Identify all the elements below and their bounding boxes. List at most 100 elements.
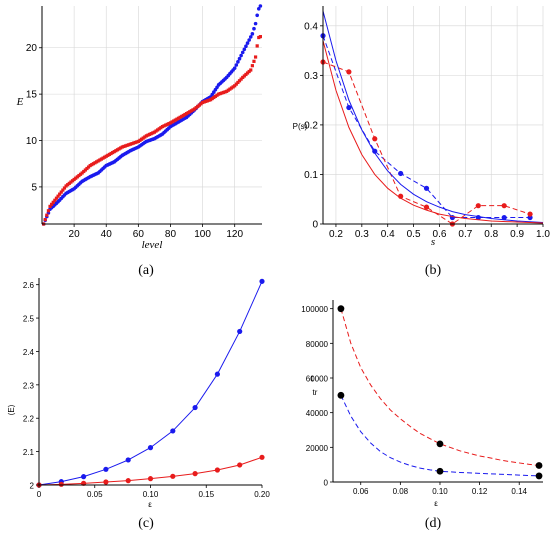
data-point [209, 98, 213, 102]
y-tick-label: 80000 [306, 340, 329, 349]
data-point [239, 53, 243, 58]
series-red-1 [42, 35, 262, 226]
data-point [96, 159, 100, 163]
data-point [147, 445, 154, 451]
data-point [125, 143, 129, 147]
data-point [226, 88, 230, 92]
data-point [170, 428, 176, 434]
data-point [147, 132, 152, 136]
series-red-3 [322, 40, 544, 224]
data-point [101, 156, 105, 160]
data-point [258, 35, 262, 39]
data-point [51, 200, 55, 204]
data-point [199, 102, 203, 106]
y-tick-label: 2.4 [23, 348, 35, 357]
data-point [212, 95, 216, 100]
data-point [162, 124, 166, 128]
data-point [234, 82, 238, 86]
panel-label: (a) [138, 263, 154, 278]
data-point [237, 462, 243, 468]
series-blue-0 [320, 33, 533, 221]
data-point [99, 157, 104, 161]
data-point [147, 476, 154, 482]
data-point [160, 124, 165, 129]
data-point [138, 138, 142, 142]
data-point [501, 203, 507, 209]
data-point [527, 211, 533, 217]
x-tick-label: 0.6 [433, 229, 447, 240]
data-point [48, 204, 52, 208]
data-point [130, 142, 134, 146]
data-point [131, 141, 136, 145]
data-point [259, 454, 265, 460]
data-point [173, 118, 177, 122]
data-point [204, 99, 208, 103]
data-point [157, 127, 161, 131]
x-tick-label: 0.06 [353, 487, 369, 496]
y-tick-label: 100000 [301, 305, 328, 314]
x-tick-label: 0.4 [381, 229, 395, 240]
data-point [93, 161, 97, 165]
chart-panel-c: 0 0.05 0.10 0.15 0.20 2 2.1 2.2 2.3 2.4 2.5 2.6 ε ⟨E⟩… [7, 278, 270, 531]
data-point [43, 217, 47, 222]
data-point [56, 194, 60, 198]
data-point [234, 63, 239, 67]
data-point [535, 472, 543, 480]
y-tick-label: 20 [26, 43, 38, 54]
data-point [165, 122, 169, 126]
data-point [103, 155, 107, 159]
x-tick-label: 0.8 [484, 229, 498, 240]
data-point [207, 98, 211, 102]
data-point [46, 209, 51, 213]
data-point [50, 202, 54, 206]
data-point [232, 66, 237, 70]
data-point [72, 177, 76, 182]
data-point [103, 479, 109, 485]
data-point [111, 150, 115, 155]
data-point [175, 117, 179, 121]
data-point [346, 104, 352, 111]
data-point [117, 147, 121, 151]
x-axis-label: s [431, 236, 435, 248]
data-point [223, 90, 227, 94]
data-point [66, 183, 70, 187]
y-tick-label: 2 [30, 482, 35, 491]
data-point [58, 192, 62, 196]
data-point [249, 68, 253, 72]
x-tick-label: 120 [226, 229, 243, 240]
chart-panel-a: 20 40 60 80 100 120 5 10 15 20 level E (a) [16, 4, 263, 278]
series-line [322, 40, 544, 224]
x-tick-label: 0.10 [432, 487, 448, 496]
y-tick-label: 0.2 [304, 120, 318, 131]
data-point [259, 278, 265, 284]
y-axis-label-subscript: tr [313, 388, 318, 397]
data-point [86, 165, 91, 169]
y-tick-label: 40000 [306, 409, 329, 418]
data-point [74, 176, 78, 180]
data-point [109, 151, 113, 156]
data-point [114, 149, 118, 153]
data-point [200, 100, 205, 105]
data-point [184, 112, 189, 116]
data-point [119, 146, 123, 150]
data-point [242, 74, 246, 78]
data-point [194, 106, 198, 110]
data-point [192, 471, 198, 477]
x-tick-label: 0.10 [143, 490, 159, 499]
data-point [192, 404, 198, 411]
data-point [125, 457, 131, 463]
data-point [167, 122, 171, 126]
data-point [214, 371, 220, 377]
data-point [210, 96, 214, 101]
data-point [231, 85, 235, 89]
data-point [436, 467, 444, 475]
chart-panel-b: 0.2 0.3 0.4 0.5 0.6 0.7 0.8 0.9 1.0 0 0.1 0.2 0.3 0.4… [293, 6, 550, 278]
x-tick-label: 20 [69, 229, 81, 240]
data-point [144, 134, 148, 138]
data-point [252, 59, 256, 63]
data-point [80, 171, 84, 175]
x-tick-label: 0.20 [254, 490, 270, 499]
data-point [242, 47, 247, 52]
data-point [152, 130, 157, 134]
